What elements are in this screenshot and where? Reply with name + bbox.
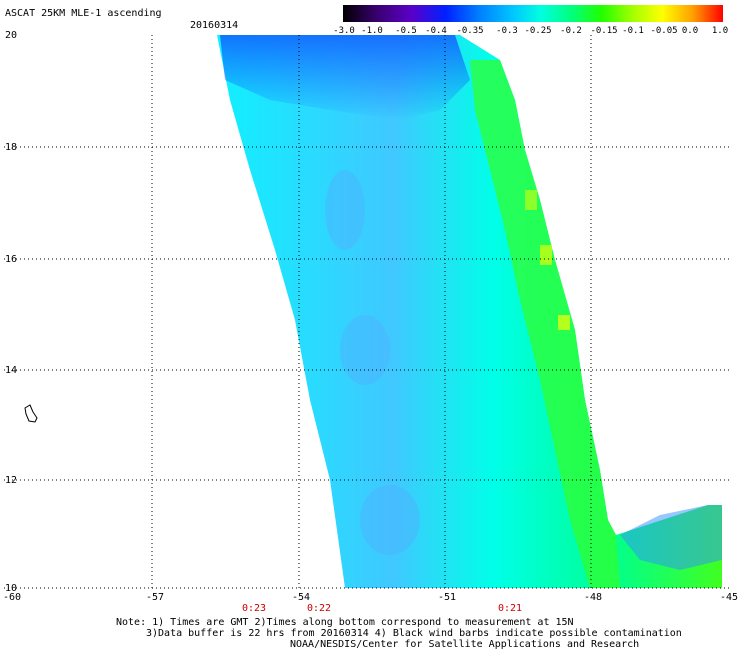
swath-blue-region [220, 35, 470, 120]
lat-label: 14 [5, 365, 18, 376]
swath-green-edge [470, 60, 620, 588]
colorbar-label: -0.05 [650, 26, 678, 36]
colorbar-label: -3.0 [333, 26, 355, 36]
data-swath [217, 35, 722, 588]
colorbar-label: -0.4 [425, 26, 447, 36]
lat-label: 20 [5, 30, 18, 41]
note-line-2: 3)Data buffer is 22 hrs from 20160314 4)… [146, 628, 682, 639]
lat-label: 10 [5, 583, 18, 594]
lat-label: 18 [5, 142, 18, 153]
colorbar-label: -1.0 [361, 26, 383, 36]
lon-label: -45 [720, 592, 739, 603]
note-line-3: NOAA/NESDIS/Center for Satellite Applica… [290, 639, 640, 650]
time-label: 0:23 [242, 603, 267, 614]
colorbar-label: 0.0 [681, 26, 699, 36]
note-line-1: Note: 1) Times are GMT 2)Times along bot… [116, 617, 574, 628]
lon-label: -60 [3, 592, 22, 603]
island-outline [24, 404, 38, 423]
colorbar-label: 1.0 [711, 26, 729, 36]
colorbar-label: -0.1 [622, 26, 644, 36]
grid-lines [4, 35, 730, 588]
colorbar-label: -0.3 [496, 26, 518, 36]
colorbar-label: -0.2 [560, 26, 582, 36]
lon-label: -51 [438, 592, 457, 603]
colorbar-label: -0.35 [456, 26, 484, 36]
lat-label: 16 [5, 254, 18, 265]
map-date: 20160314 [190, 20, 239, 31]
time-label: 0:21 [498, 603, 523, 614]
colorbar-label: -0.5 [395, 26, 417, 36]
lon-label: -48 [584, 592, 603, 603]
lon-label: -54 [292, 592, 311, 603]
colorbar-label: -0.25 [524, 26, 552, 36]
colorbar [343, 5, 723, 22]
lat-label: 12 [5, 475, 18, 486]
lon-label: -57 [146, 592, 165, 603]
time-label: 0:22 [307, 603, 332, 614]
map-title: ASCAT 25KM MLE-1 ascending [5, 8, 162, 19]
colorbar-label: -0.15 [590, 26, 618, 36]
